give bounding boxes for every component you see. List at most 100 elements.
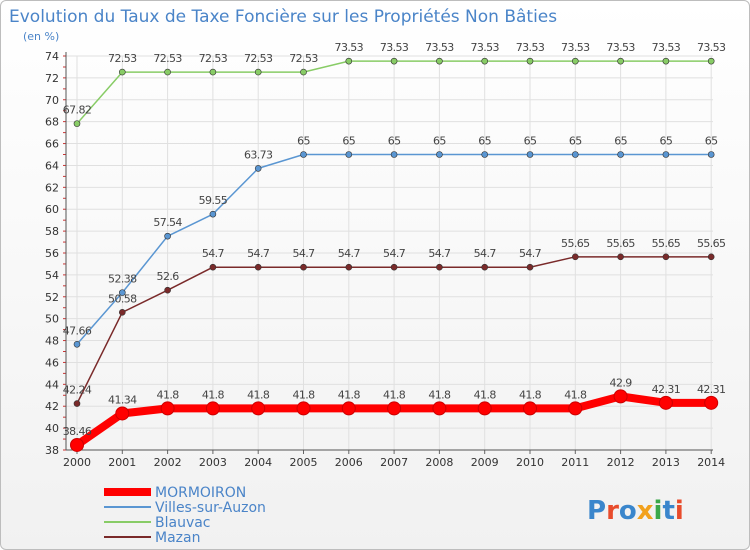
logo-letter: i: [675, 496, 684, 526]
data-point-mormoiron: [387, 401, 402, 416]
data-point-villes-sur-auzon: [300, 151, 307, 158]
data-label-mazan: 42.24: [63, 384, 92, 397]
y-tick-label: 74: [45, 50, 59, 63]
data-label-mormoiron: 42.9: [610, 376, 633, 389]
y-tick-label: 46: [45, 356, 59, 369]
data-label-villes-sur-auzon: 65: [388, 135, 401, 148]
data-point-blauvac: [300, 68, 307, 76]
data-label-blauvac: 73.53: [652, 41, 681, 54]
data-label-villes-sur-auzon: 57.54: [153, 216, 182, 229]
data-point-blauvac: [526, 57, 534, 65]
data-point-blauvac: [617, 57, 624, 65]
data-label-villes-sur-auzon: 65: [614, 135, 627, 148]
data-point-villes-sur-auzon: [571, 151, 579, 158]
data-point-mazan: [617, 253, 624, 261]
data-point-mazan: [119, 309, 126, 316]
data-label-villes-sur-auzon: 65: [433, 135, 446, 148]
data-point-mazan: [254, 263, 262, 271]
data-label-mazan: 54.7: [428, 247, 451, 260]
data-point-blauvac: [254, 68, 262, 76]
data-label-blauvac: 72.53: [199, 52, 228, 65]
data-point-mazan: [73, 400, 81, 407]
data-label-mormoiron: 41.8: [474, 388, 497, 401]
data-label-mazan: 54.7: [519, 247, 542, 260]
y-tick-label: 56: [45, 247, 59, 260]
data-label-villes-sur-auzon: 65: [478, 135, 491, 148]
data-point-mormoiron: [160, 401, 175, 416]
y-tick-label: 50: [45, 313, 59, 326]
data-point-mormoiron: [704, 395, 719, 410]
data-label-blauvac: 73.53: [606, 41, 635, 54]
data-point-mormoiron: [658, 395, 673, 410]
data-point-villes-sur-auzon: [526, 151, 534, 158]
data-point-villes-sur-auzon: [119, 289, 126, 296]
data-point-blauvac: [345, 57, 353, 65]
data-label-villes-sur-auzon: 63.73: [244, 148, 273, 161]
data-label-mazan: 54.7: [383, 247, 406, 260]
data-label-blauvac: 73.53: [425, 41, 454, 54]
logo-letter: P: [587, 496, 606, 526]
data-label-mazan: 54.7: [202, 247, 225, 260]
logo-letter: r: [606, 496, 619, 526]
data-label-blauvac: 73.53: [470, 41, 499, 54]
data-label-mazan: 54.7: [247, 247, 270, 260]
data-label-villes-sur-auzon: 47.66: [63, 324, 92, 337]
data-label-mazan: 54.7: [292, 247, 315, 260]
data-label-blauvac: 73.53: [561, 41, 590, 54]
data-label-mazan: 55.65: [652, 237, 681, 250]
data-label-mazan: 55.65: [561, 237, 590, 250]
data-point-mazan: [707, 253, 715, 261]
x-tick-label: 2010: [516, 456, 544, 469]
data-point-blauvac: [390, 57, 398, 65]
data-point-mazan: [481, 263, 489, 271]
data-point-villes-sur-auzon: [164, 232, 171, 240]
data-label-mormoiron: 42.31: [652, 383, 681, 396]
x-tick-label: 2003: [199, 456, 227, 469]
data-point-villes-sur-auzon: [390, 151, 398, 158]
data-label-mormoiron: 41.34: [108, 393, 137, 406]
series-group: [70, 57, 719, 452]
y-tick-label: 60: [45, 203, 59, 216]
data-label-blauvac: 73.53: [697, 41, 726, 54]
data-point-mazan: [526, 263, 534, 271]
y-tick-label: 52: [45, 291, 59, 304]
data-point-mazan: [300, 263, 307, 271]
data-point-mormoiron: [341, 401, 356, 416]
data-point-mormoiron: [568, 401, 583, 416]
x-tick-label: 2001: [108, 456, 136, 469]
data-point-villes-sur-auzon: [254, 165, 262, 172]
data-point-villes-sur-auzon: [481, 151, 489, 158]
y-tick-label: 38: [45, 444, 59, 457]
data-label-blauvac: 67.82: [63, 104, 92, 117]
data-label-blauvac: 73.53: [380, 41, 409, 54]
data-label-villes-sur-auzon: 52.38: [108, 273, 137, 286]
data-point-mormoiron: [296, 401, 311, 416]
data-label-mormoiron: 41.8: [202, 388, 225, 401]
data-point-blauvac: [209, 68, 217, 76]
legend-label-mazan: Mazan: [155, 530, 200, 546]
data-label-blauvac: 73.53: [516, 41, 545, 54]
data-point-blauvac: [436, 57, 443, 65]
y-tick-label: 44: [45, 378, 59, 391]
data-point-mormoiron: [251, 401, 266, 416]
data-point-blauvac: [707, 57, 715, 65]
data-point-blauvac: [119, 68, 126, 76]
x-tick-label: 2002: [154, 456, 182, 469]
data-label-mazan: 50.58: [108, 292, 137, 305]
data-point-villes-sur-auzon: [209, 210, 217, 218]
data-point-mazan: [390, 263, 398, 271]
x-tick-label: 2004: [244, 456, 272, 469]
data-point-villes-sur-auzon: [662, 151, 670, 158]
y-tick-label: 54: [45, 269, 59, 282]
data-label-villes-sur-auzon: 65: [705, 135, 718, 148]
data-point-mazan: [662, 253, 670, 261]
x-tick-label: 2008: [425, 456, 453, 469]
y-tick-label: 40: [45, 422, 59, 435]
axes: 38 40 42 44 46 48 50 52 54 56 58 60 62 64 66 68 70 72 74 20…: [45, 50, 725, 469]
y-tick-label: 62: [45, 181, 59, 194]
y-tick-label: 72: [45, 72, 59, 85]
data-point-villes-sur-auzon: [345, 151, 353, 158]
data-point-blauvac: [73, 120, 81, 127]
data-point-mormoiron: [115, 406, 130, 421]
